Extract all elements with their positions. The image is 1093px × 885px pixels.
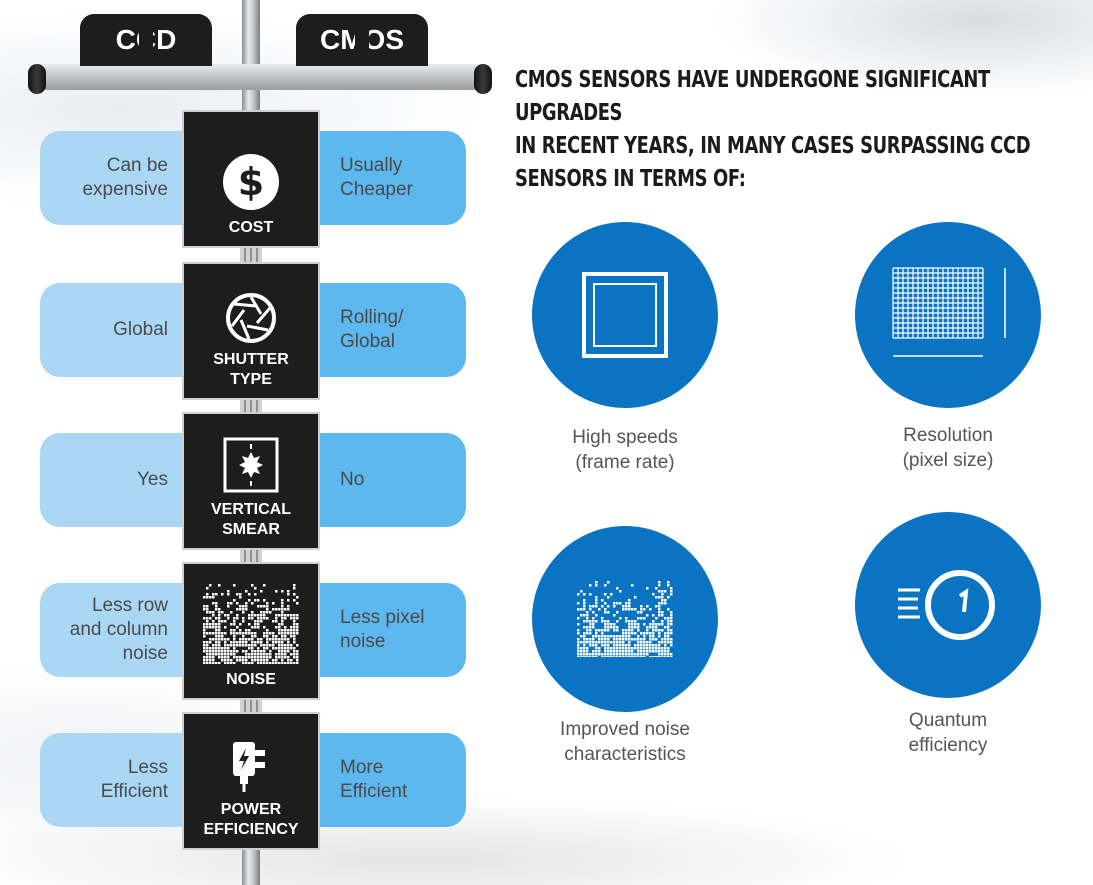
dollar-icon: $ xyxy=(223,154,279,210)
heading-line1: CMOS SENSORS HAVE UNDERGONE SIGNIFICANT … xyxy=(515,67,990,126)
connector xyxy=(240,547,262,563)
frame-rate-circle xyxy=(532,222,718,408)
cmos-heading: CMOS SENSORS HAVE UNDERGONE SIGNIFICANT … xyxy=(515,64,1077,196)
power-label-line2: EFFICIENCY xyxy=(203,821,299,838)
pixel-grid-icon xyxy=(892,267,1006,357)
connector xyxy=(240,697,262,713)
heading-line3: SENSORS IN TERMS OF: xyxy=(515,166,746,192)
heading-line2: IN RECENT YEARS, IN MANY CASES SURPASSIN… xyxy=(515,133,1031,159)
ccd-noise-value: Less row and column noise xyxy=(40,583,186,677)
ccd-sign-label: CCD xyxy=(115,24,177,55)
smear-icon xyxy=(223,437,279,493)
noise-icon xyxy=(203,584,299,664)
cmos-sign-label: CMOS xyxy=(320,24,404,55)
frame-rate-caption: High speeds (frame rate) xyxy=(572,427,678,473)
cmos-shutter-value: Rolling/ Global xyxy=(316,283,466,377)
cmos-power-value: More Efficient xyxy=(316,733,466,827)
ccd-power-value: Less Efficient xyxy=(40,733,186,827)
smear-label-line2: SMEAR xyxy=(222,521,280,538)
shutter-label-line1: SHUTTER xyxy=(213,351,289,368)
power-label-box: POWER EFFICIENCY xyxy=(182,712,320,850)
svg-text:$: $ xyxy=(238,160,264,204)
cmos-noise-value: Less pixel noise xyxy=(316,583,466,677)
noise-caption: Improved noise characteristics xyxy=(560,719,690,765)
ccd-sign: CCD xyxy=(80,14,212,66)
cmos-sign: CMOS xyxy=(296,14,428,66)
power-label-line1: POWER xyxy=(220,801,282,818)
noise-circle xyxy=(532,526,718,712)
cmos-cost-value: Usually Cheaper xyxy=(316,131,466,225)
aperture-icon xyxy=(226,293,276,343)
cmos-smear-value: No xyxy=(316,433,466,527)
quantum-circle xyxy=(855,512,1041,698)
noise-label: NOISE xyxy=(226,671,276,688)
noise-icon xyxy=(577,581,673,657)
connector xyxy=(240,398,262,414)
power-adapter-icon xyxy=(233,742,265,792)
smear-label-box: VERTICAL SMEAR xyxy=(182,412,320,550)
resolution-circle xyxy=(855,222,1041,408)
crossbar xyxy=(30,64,490,90)
smear-label-line1: VERTICAL xyxy=(211,501,291,518)
shutter-label-box: SHUTTER TYPE xyxy=(182,262,320,400)
ccd-cost-value: Can be expensive xyxy=(40,131,186,225)
crossbar-left-cap xyxy=(28,64,46,94)
ccd-smear-value: Yes xyxy=(40,433,186,527)
cost-label-box: $ COST xyxy=(182,110,320,248)
ccd-shutter-value: Global xyxy=(40,283,186,377)
crossbar-right-cap xyxy=(474,64,492,94)
resolution-caption: Resolution (pixel size) xyxy=(902,425,994,471)
gauge-icon xyxy=(898,570,995,640)
frame-icon xyxy=(582,272,668,358)
quantum-caption: Quantum efficiency xyxy=(908,710,988,756)
cost-label: COST xyxy=(228,219,274,236)
shutter-label-line2: TYPE xyxy=(230,371,272,388)
connector xyxy=(240,246,262,262)
noise-label-box: NOISE xyxy=(182,562,320,700)
